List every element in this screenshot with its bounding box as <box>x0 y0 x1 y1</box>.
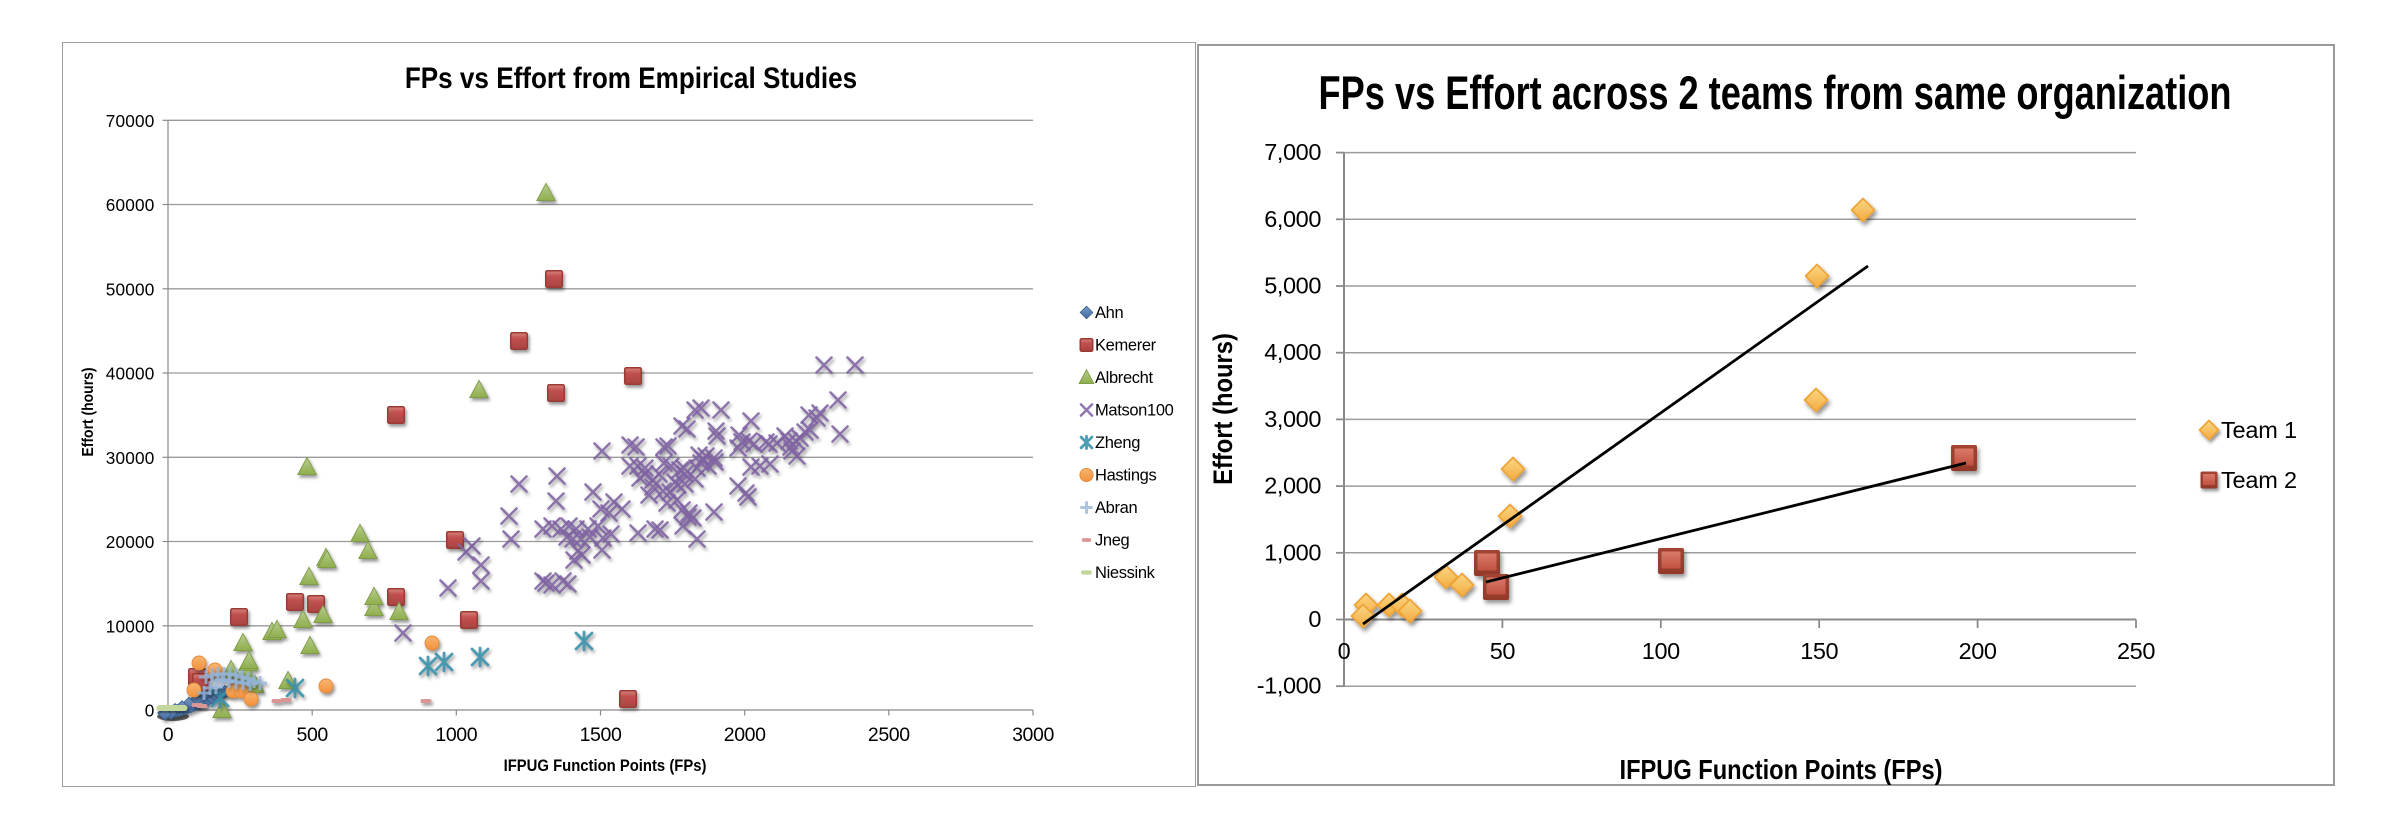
svg-text:3000: 3000 <box>1012 724 1054 746</box>
svg-text:IFPUG Function Points (FPs): IFPUG Function Points (FPs) <box>1620 755 1943 785</box>
svg-text:Zheng: Zheng <box>1095 434 1140 452</box>
svg-text:5,000: 5,000 <box>1264 273 1321 299</box>
svg-text:Effort (hours): Effort (hours) <box>1209 333 1239 485</box>
svg-text:Effort (hours): Effort (hours) <box>80 367 97 456</box>
svg-text:250: 250 <box>2117 638 2155 664</box>
svg-text:Hastings: Hastings <box>1095 467 1156 485</box>
svg-text:0: 0 <box>1338 638 1351 664</box>
svg-text:Albrecht: Albrecht <box>1095 369 1153 387</box>
svg-text:Abran: Abran <box>1095 499 1137 517</box>
svg-text:2,000: 2,000 <box>1264 473 1321 499</box>
svg-text:Kemerer: Kemerer <box>1095 337 1157 355</box>
svg-text:3,000: 3,000 <box>1264 406 1321 432</box>
svg-text:6,000: 6,000 <box>1264 206 1321 232</box>
svg-text:150: 150 <box>1800 638 1838 664</box>
svg-text:FPs vs Effort from Empirical S: FPs vs Effort from Empirical Studies <box>405 61 857 94</box>
svg-text:-1,000: -1,000 <box>1257 673 1322 699</box>
svg-text:50000: 50000 <box>106 279 155 299</box>
svg-text:4,000: 4,000 <box>1264 339 1321 365</box>
svg-text:2000: 2000 <box>724 724 766 746</box>
svg-text:60000: 60000 <box>106 195 155 215</box>
svg-text:1500: 1500 <box>580 724 622 746</box>
svg-text:2500: 2500 <box>868 724 910 746</box>
svg-text:200: 200 <box>1959 638 1997 664</box>
svg-text:0: 0 <box>163 724 174 746</box>
svg-text:IFPUG Function Points (FPs): IFPUG Function Points (FPs) <box>504 757 707 775</box>
svg-text:Jneg: Jneg <box>1095 532 1130 550</box>
svg-text:Niessink: Niessink <box>1095 564 1156 582</box>
svg-text:7,000: 7,000 <box>1264 139 1321 165</box>
svg-text:50: 50 <box>1490 638 1516 664</box>
svg-text:Team 2: Team 2 <box>2221 467 2297 493</box>
svg-text:FPs vs Effort across 2 teams f: FPs vs Effort across 2 teams from same o… <box>1319 66 2232 119</box>
svg-text:500: 500 <box>297 724 329 746</box>
svg-text:0: 0 <box>1308 606 1321 632</box>
svg-text:100: 100 <box>1642 638 1680 664</box>
svg-text:30000: 30000 <box>106 448 155 468</box>
svg-text:20000: 20000 <box>106 532 155 552</box>
svg-text:70000: 70000 <box>106 111 155 131</box>
svg-text:1000: 1000 <box>435 724 477 746</box>
svg-text:Ahn: Ahn <box>1095 304 1123 322</box>
svg-text:Matson100: Matson100 <box>1095 402 1174 420</box>
svg-text:10000: 10000 <box>106 616 155 636</box>
svg-text:40000: 40000 <box>106 364 155 384</box>
svg-text:1,000: 1,000 <box>1264 539 1321 565</box>
svg-text:Team 1: Team 1 <box>2221 417 2297 443</box>
svg-text:0: 0 <box>145 701 155 721</box>
